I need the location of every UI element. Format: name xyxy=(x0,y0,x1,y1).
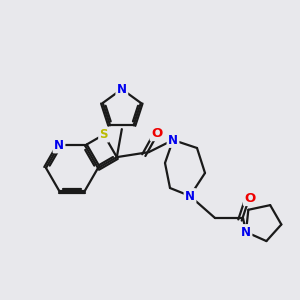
Text: N: N xyxy=(54,139,64,152)
Text: N: N xyxy=(185,190,195,202)
Text: N: N xyxy=(241,226,251,238)
Text: O: O xyxy=(244,191,256,205)
Text: O: O xyxy=(151,127,162,140)
Text: S: S xyxy=(100,128,108,141)
Text: N: N xyxy=(168,134,178,146)
Text: N: N xyxy=(117,82,127,96)
